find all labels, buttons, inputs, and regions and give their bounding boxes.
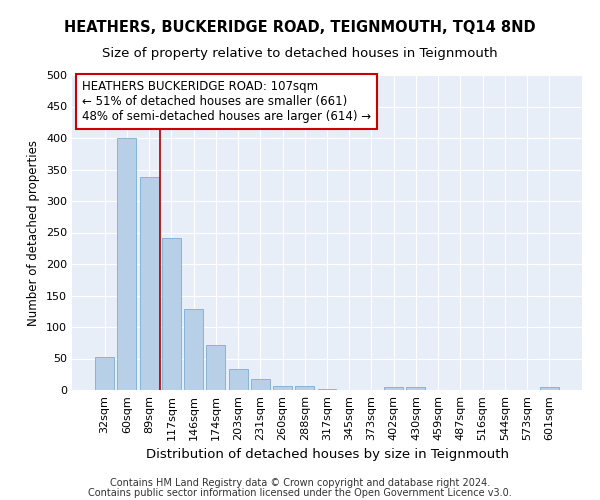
Bar	[384, 387, 403, 390]
Bar	[406, 387, 425, 390]
Bar	[540, 388, 559, 390]
Bar	[140, 177, 158, 390]
Bar	[206, 344, 225, 390]
Text: Size of property relative to detached houses in Teignmouth: Size of property relative to detached ho…	[102, 48, 498, 60]
Text: HEATHERS, BUCKERIDGE ROAD, TEIGNMOUTH, TQ14 8ND: HEATHERS, BUCKERIDGE ROAD, TEIGNMOUTH, T…	[64, 20, 536, 35]
Bar	[229, 368, 248, 390]
Text: Contains HM Land Registry data © Crown copyright and database right 2024.: Contains HM Land Registry data © Crown c…	[110, 478, 490, 488]
Bar	[95, 356, 114, 390]
Bar	[273, 386, 292, 390]
Bar	[251, 378, 270, 390]
Text: HEATHERS BUCKERIDGE ROAD: 107sqm
← 51% of detached houses are smaller (661)
48% : HEATHERS BUCKERIDGE ROAD: 107sqm ← 51% o…	[82, 80, 371, 122]
Bar	[295, 386, 314, 390]
Text: Contains public sector information licensed under the Open Government Licence v3: Contains public sector information licen…	[88, 488, 512, 498]
Bar	[162, 238, 181, 390]
Bar	[184, 310, 203, 390]
X-axis label: Distribution of detached houses by size in Teignmouth: Distribution of detached houses by size …	[146, 448, 509, 462]
Bar	[118, 138, 136, 390]
Y-axis label: Number of detached properties: Number of detached properties	[28, 140, 40, 326]
